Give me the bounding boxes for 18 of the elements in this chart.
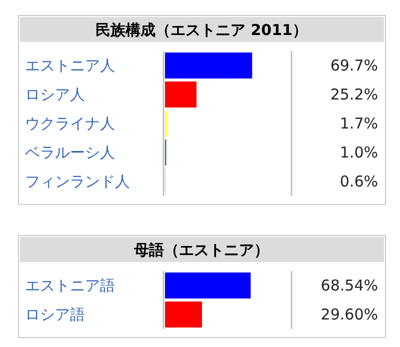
y-tick-label: エストニア人	[25, 56, 115, 74]
y-tick-label: フィンランド人	[25, 172, 130, 190]
y-tick-label: ロシア語	[25, 306, 85, 324]
data-label: 29.60%	[320, 306, 378, 324]
data-label: 0.6%	[340, 172, 378, 190]
y-tick-label: エストニア語	[25, 276, 115, 294]
y-tick-label: ウクライナ人	[25, 114, 115, 132]
bar	[165, 52, 252, 78]
data-label: 1.0%	[340, 144, 378, 162]
data-label: 68.54%	[320, 276, 378, 294]
bar	[165, 82, 196, 108]
y-tick-label: ベラルーシ人	[25, 144, 115, 162]
data-label: 69.7%	[330, 56, 378, 74]
chart-title: 母語（エストニア）	[133, 241, 269, 259]
chart-title: 民族構成（エストニア 2011）	[96, 21, 308, 39]
data-label: 1.7%	[340, 114, 378, 132]
data-label: 25.2%	[330, 86, 378, 104]
y-tick-label: ロシア人	[25, 86, 85, 104]
